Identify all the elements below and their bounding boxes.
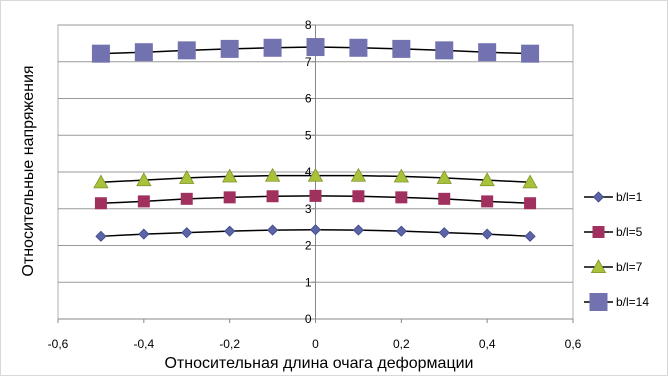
y-tick-label: 7: [305, 55, 312, 69]
y-tick-label: 1: [305, 275, 312, 289]
data-point: [436, 170, 452, 184]
data-point: [263, 38, 282, 57]
y-tick-label: 8: [305, 18, 312, 32]
data-point: [181, 227, 193, 239]
y-tick-label: 4: [305, 165, 312, 179]
data-point: [177, 41, 196, 60]
data-point: [307, 167, 324, 182]
data-point: [93, 174, 109, 189]
data-point: [438, 192, 451, 205]
legend-entry: b/l=5: [584, 225, 643, 239]
x-tick-label: 0,6: [565, 337, 582, 351]
data-point: [478, 43, 497, 62]
data-point: [352, 224, 364, 236]
x-axis-title: Относительная длина очага деформации: [164, 355, 473, 372]
y-tick-label: 3: [305, 202, 312, 216]
x-tick-label: 0,2: [393, 337, 410, 351]
data-point: [524, 230, 536, 242]
data-point: [266, 190, 279, 203]
legend-entry: b/l=7: [584, 259, 643, 274]
data-point: [223, 191, 236, 204]
data-point: [306, 38, 325, 57]
data-point: [522, 174, 538, 189]
y-tick-label: 2: [305, 239, 312, 253]
series-layer: [91, 38, 540, 242]
legend-marker: [592, 226, 605, 238]
data-point: [349, 38, 368, 57]
data-point: [481, 195, 494, 208]
legend-label: b/l=5: [616, 225, 643, 239]
data-point: [309, 224, 322, 236]
data-point: [95, 230, 107, 242]
x-tick-label: -0,6: [48, 337, 69, 351]
legend: b/l=1 b/l=5 b/l=7 b/l=14: [584, 190, 649, 311]
legend-marker: [592, 191, 605, 203]
x-tick-label: 0: [312, 337, 319, 351]
x-tick-label: -0,4: [133, 337, 154, 351]
y-tick-label: 5: [305, 128, 312, 142]
data-point: [438, 227, 450, 239]
data-point: [395, 225, 407, 237]
data-point: [350, 167, 367, 182]
data-point: [91, 44, 110, 63]
data-point: [395, 191, 408, 204]
legend-marker: [590, 259, 607, 274]
data-point: [180, 192, 193, 205]
data-point: [479, 172, 495, 187]
data-point: [138, 228, 150, 240]
data-point: [435, 41, 454, 60]
data-point: [221, 168, 238, 183]
legend-label: b/l=7: [616, 260, 643, 274]
data-point: [524, 197, 537, 210]
y-tick-label: 0: [305, 312, 312, 326]
legend-label: b/l=1: [616, 190, 643, 204]
data-point: [137, 195, 150, 208]
axes: 0 1 2 3 4 5 6 7 8 -0,6 -0,4 -0,2 0 0,2 0,4 0,6: [48, 18, 582, 351]
legend-marker: [589, 293, 608, 311]
data-point: [134, 43, 153, 62]
data-point: [220, 39, 239, 58]
legend-label: b/l=14: [616, 295, 649, 309]
data-point: [352, 190, 365, 203]
y-tick-label: 6: [305, 92, 312, 106]
data-point: [481, 228, 493, 240]
x-tick-label: -0,2: [219, 337, 240, 351]
data-point: [179, 170, 195, 184]
data-point: [264, 167, 281, 182]
legend-entry: b/l=14: [584, 293, 649, 311]
data-point: [224, 225, 236, 237]
series-2: [94, 189, 537, 210]
data-point: [521, 44, 540, 63]
series-3: [93, 167, 538, 189]
legend-entry: b/l=1: [584, 190, 643, 204]
data-point: [94, 197, 107, 210]
data-point: [267, 224, 279, 236]
series-4: [91, 38, 540, 63]
data-point: [393, 168, 410, 183]
data-point: [392, 39, 411, 58]
series-1: [95, 224, 536, 242]
data-point: [136, 172, 152, 187]
x-tick-label: 0,4: [479, 337, 496, 351]
data-point: [309, 189, 322, 202]
y-axis-title: Относительные напряжения: [20, 65, 37, 276]
